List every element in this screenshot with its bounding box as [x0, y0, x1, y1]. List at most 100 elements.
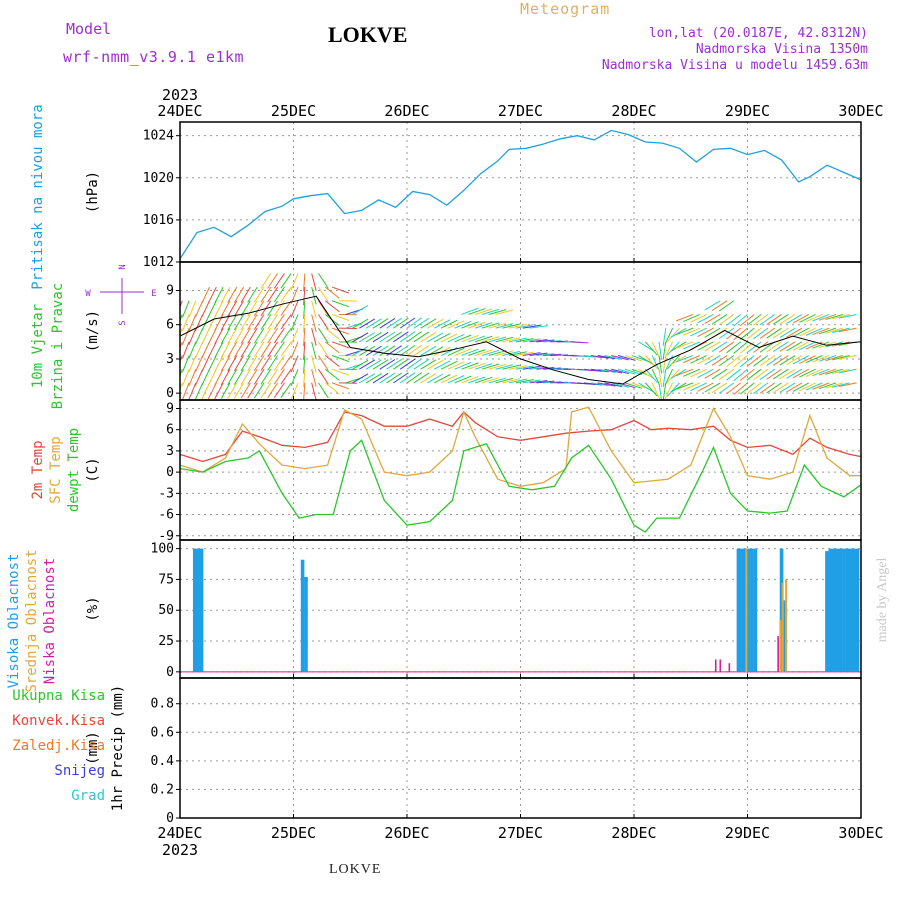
wind-barb [194, 355, 204, 373]
wind-barb [651, 341, 661, 359]
wind-barb [739, 382, 755, 395]
wind-barb [676, 313, 694, 322]
wind-barb [188, 355, 197, 373]
wind-barb [666, 368, 680, 383]
wind-barb [214, 286, 224, 304]
wind-barb [233, 314, 244, 331]
panel-frame [179, 539, 862, 679]
wind-barb [515, 365, 534, 370]
wind-barb [290, 273, 299, 291]
wind-barb [495, 323, 514, 329]
wind-barb [311, 355, 317, 374]
wind-barb [536, 353, 555, 357]
wind-barb [779, 368, 796, 380]
wind-barb [324, 341, 340, 354]
wind-barb [772, 341, 789, 353]
wind-barb [792, 368, 810, 379]
wind-barbs [180, 273, 857, 400]
wind-barb [359, 318, 376, 329]
wind-barb [690, 327, 707, 337]
wind-barb [766, 382, 782, 394]
wind-barb [818, 313, 837, 321]
rose-north: N [118, 264, 128, 269]
wind-barb [662, 328, 667, 347]
wind-barb [726, 368, 741, 381]
ytick-label-temperature: 9 [166, 401, 174, 416]
wind-barb [644, 382, 658, 397]
wind-barb [379, 372, 396, 384]
xtick-label-top: 28DEC [611, 102, 656, 120]
wind-barb [188, 314, 197, 332]
wind-barb [502, 323, 520, 329]
wind-barb [468, 349, 486, 356]
ytick-label-cloud: 25 [158, 634, 174, 649]
cloud-bar [714, 659, 717, 672]
wind-barb [515, 351, 534, 357]
wind-barb [331, 355, 350, 363]
wind-barb [461, 335, 479, 343]
wind-barb [662, 341, 667, 360]
wind-barb [838, 327, 857, 333]
wind-barb [683, 382, 701, 391]
wind-barb [233, 300, 244, 317]
wind-barb [651, 382, 661, 400]
wind-barb [440, 374, 458, 384]
wind-barb [318, 382, 329, 399]
wind-barb [690, 368, 707, 378]
wind-barb [379, 345, 396, 356]
wind-barb [488, 377, 507, 384]
wind-barb [372, 345, 389, 356]
wind-barb [440, 360, 458, 370]
xtick-label-bottom: 25DEC [271, 824, 316, 842]
wind-barb [766, 341, 782, 353]
wind-barb [799, 382, 816, 392]
wind-barb [753, 314, 769, 326]
wind-barb [447, 320, 465, 329]
wind-barb [447, 347, 465, 356]
wind-barb [697, 314, 714, 324]
wind-barb [399, 372, 416, 384]
wind-barb [220, 341, 231, 358]
wind-barb [638, 368, 655, 379]
wind-barb [273, 286, 285, 303]
wind-barb [273, 327, 285, 344]
wind-barb [529, 325, 548, 329]
wind-barb [759, 382, 776, 394]
wind-barb [214, 382, 224, 400]
wind-barb [474, 376, 493, 384]
wind-barb [434, 360, 451, 370]
wind-barb [746, 368, 762, 381]
wind-barb [207, 286, 217, 304]
wind-barb [792, 314, 810, 324]
wind-barb [273, 368, 285, 385]
wind-barb [324, 368, 340, 381]
wind-barb [543, 381, 562, 384]
wind-barb [413, 317, 430, 329]
wind-barb [201, 368, 210, 386]
xtick-label-bottom: 26DEC [384, 824, 429, 842]
ytick-label-cloud: 50 [158, 603, 174, 618]
wind-barb [386, 372, 402, 384]
wind-barb [303, 328, 306, 347]
cloud-bar [728, 663, 731, 672]
wind-barb [454, 348, 472, 356]
wind-barb [207, 341, 217, 359]
wind-barb [838, 368, 857, 374]
station-title: LOKVE [328, 22, 408, 47]
cloud-bar [740, 548, 744, 672]
wind-barb [597, 355, 616, 360]
wind-barb [683, 341, 701, 350]
credit-label: made by Angel [875, 558, 890, 643]
wind-barb [399, 344, 416, 356]
wind-barb [214, 314, 224, 331]
wind-barb [280, 314, 292, 330]
wind-barb [303, 273, 306, 292]
wind-barb [825, 313, 843, 321]
wind-barb [697, 382, 714, 392]
wind-barb [359, 345, 376, 356]
wind-barb [739, 355, 755, 368]
wind-barb [670, 382, 687, 393]
wind-barb [683, 368, 701, 377]
wind-barb [180, 327, 183, 336]
